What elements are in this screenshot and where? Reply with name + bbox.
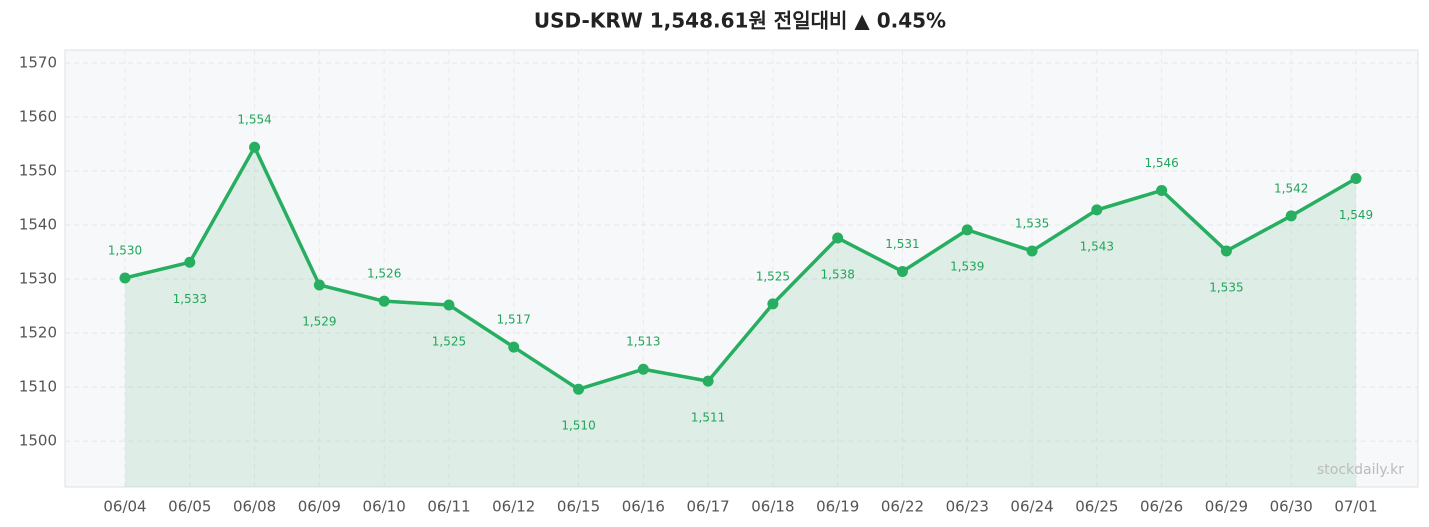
point (313, 279, 325, 291)
point (832, 232, 844, 244)
y-tick-label: 1550 (19, 161, 57, 179)
y-tick-label: 1570 (19, 53, 57, 71)
chart-title: USD-KRW 1,548.61원 전일대비 ▲ 0.45% (534, 9, 946, 33)
value-label: 1,538 (821, 267, 855, 281)
value-label: 1,510 (561, 419, 595, 433)
point (184, 256, 196, 268)
x-tick-label: 06/10 (363, 498, 406, 516)
value-label: 1,529 (302, 314, 336, 328)
value-label: 1,517 (497, 313, 531, 327)
point (1285, 210, 1297, 222)
point (1220, 245, 1232, 257)
point (896, 265, 908, 277)
x-tick-label: 06/25 (1075, 498, 1118, 516)
value-label: 1,535 (1015, 216, 1049, 230)
point (573, 383, 585, 395)
y-tick-label: 1510 (19, 378, 57, 396)
point (508, 341, 520, 353)
x-tick-label: 06/04 (103, 498, 146, 516)
point (1350, 173, 1362, 185)
x-tick-label: 06/16 (622, 498, 665, 516)
area (125, 147, 1356, 488)
x-tick-label: 06/08 (233, 498, 276, 516)
x-tick-label: 06/12 (492, 498, 535, 516)
line (124, 145, 1357, 391)
x-tick-label: 06/24 (1010, 498, 1053, 516)
value-label: 1,531 (885, 237, 919, 251)
y-tick-label: 1560 (19, 107, 57, 125)
point (1091, 204, 1103, 216)
point (249, 141, 261, 153)
value-label: 1,525 (432, 334, 466, 348)
point (767, 298, 779, 310)
point (637, 363, 649, 375)
x-tick-label: 06/30 (1270, 498, 1313, 516)
x-tick-label: 06/15 (557, 498, 600, 516)
y-tick-label: 1530 (19, 270, 57, 288)
x-tick-label: 06/09 (298, 498, 341, 516)
y-tick-label: 1500 (19, 432, 57, 450)
point (443, 299, 455, 311)
x-tick-label: 06/29 (1205, 498, 1248, 516)
y-tick-label: 1520 (19, 324, 57, 342)
value-label: 1,549 (1339, 208, 1373, 222)
value-label: 1,546 (1144, 156, 1178, 170)
value-label: 1,533 (173, 292, 207, 306)
x-tick-label: 07/01 (1334, 498, 1377, 516)
point (1156, 184, 1168, 196)
plot-area (64, 49, 1419, 488)
x-tick-label: 06/19 (816, 498, 859, 516)
value-label: 1,542 (1274, 181, 1308, 195)
x-tick-label: 06/11 (427, 498, 470, 516)
value-label: 1,525 (756, 269, 790, 283)
x-tick-label: 06/17 (686, 498, 729, 516)
value-label: 1,543 (1080, 239, 1114, 253)
value-label: 1,554 (237, 113, 271, 127)
value-label: 1,535 (1209, 280, 1243, 294)
watermark: stockdaily.kr (1317, 462, 1404, 478)
point (119, 272, 131, 284)
point (378, 295, 390, 307)
y-tick-label: 1540 (19, 216, 57, 234)
x-tick-label: 06/22 (881, 498, 924, 516)
value-label: 1,513 (626, 335, 660, 349)
point (1026, 245, 1038, 257)
x-tick-label: 06/23 (946, 498, 989, 516)
point (961, 224, 973, 236)
value-label: 1,530 (108, 243, 142, 257)
value-label: 1,539 (950, 259, 984, 273)
x-tick-label: 06/05 (168, 498, 211, 516)
value-label: 1,526 (367, 267, 401, 281)
point (702, 375, 714, 387)
x-tick-label: 06/26 (1140, 498, 1183, 516)
value-label: 1,511 (691, 411, 725, 425)
x-tick-label: 06/18 (751, 498, 794, 516)
